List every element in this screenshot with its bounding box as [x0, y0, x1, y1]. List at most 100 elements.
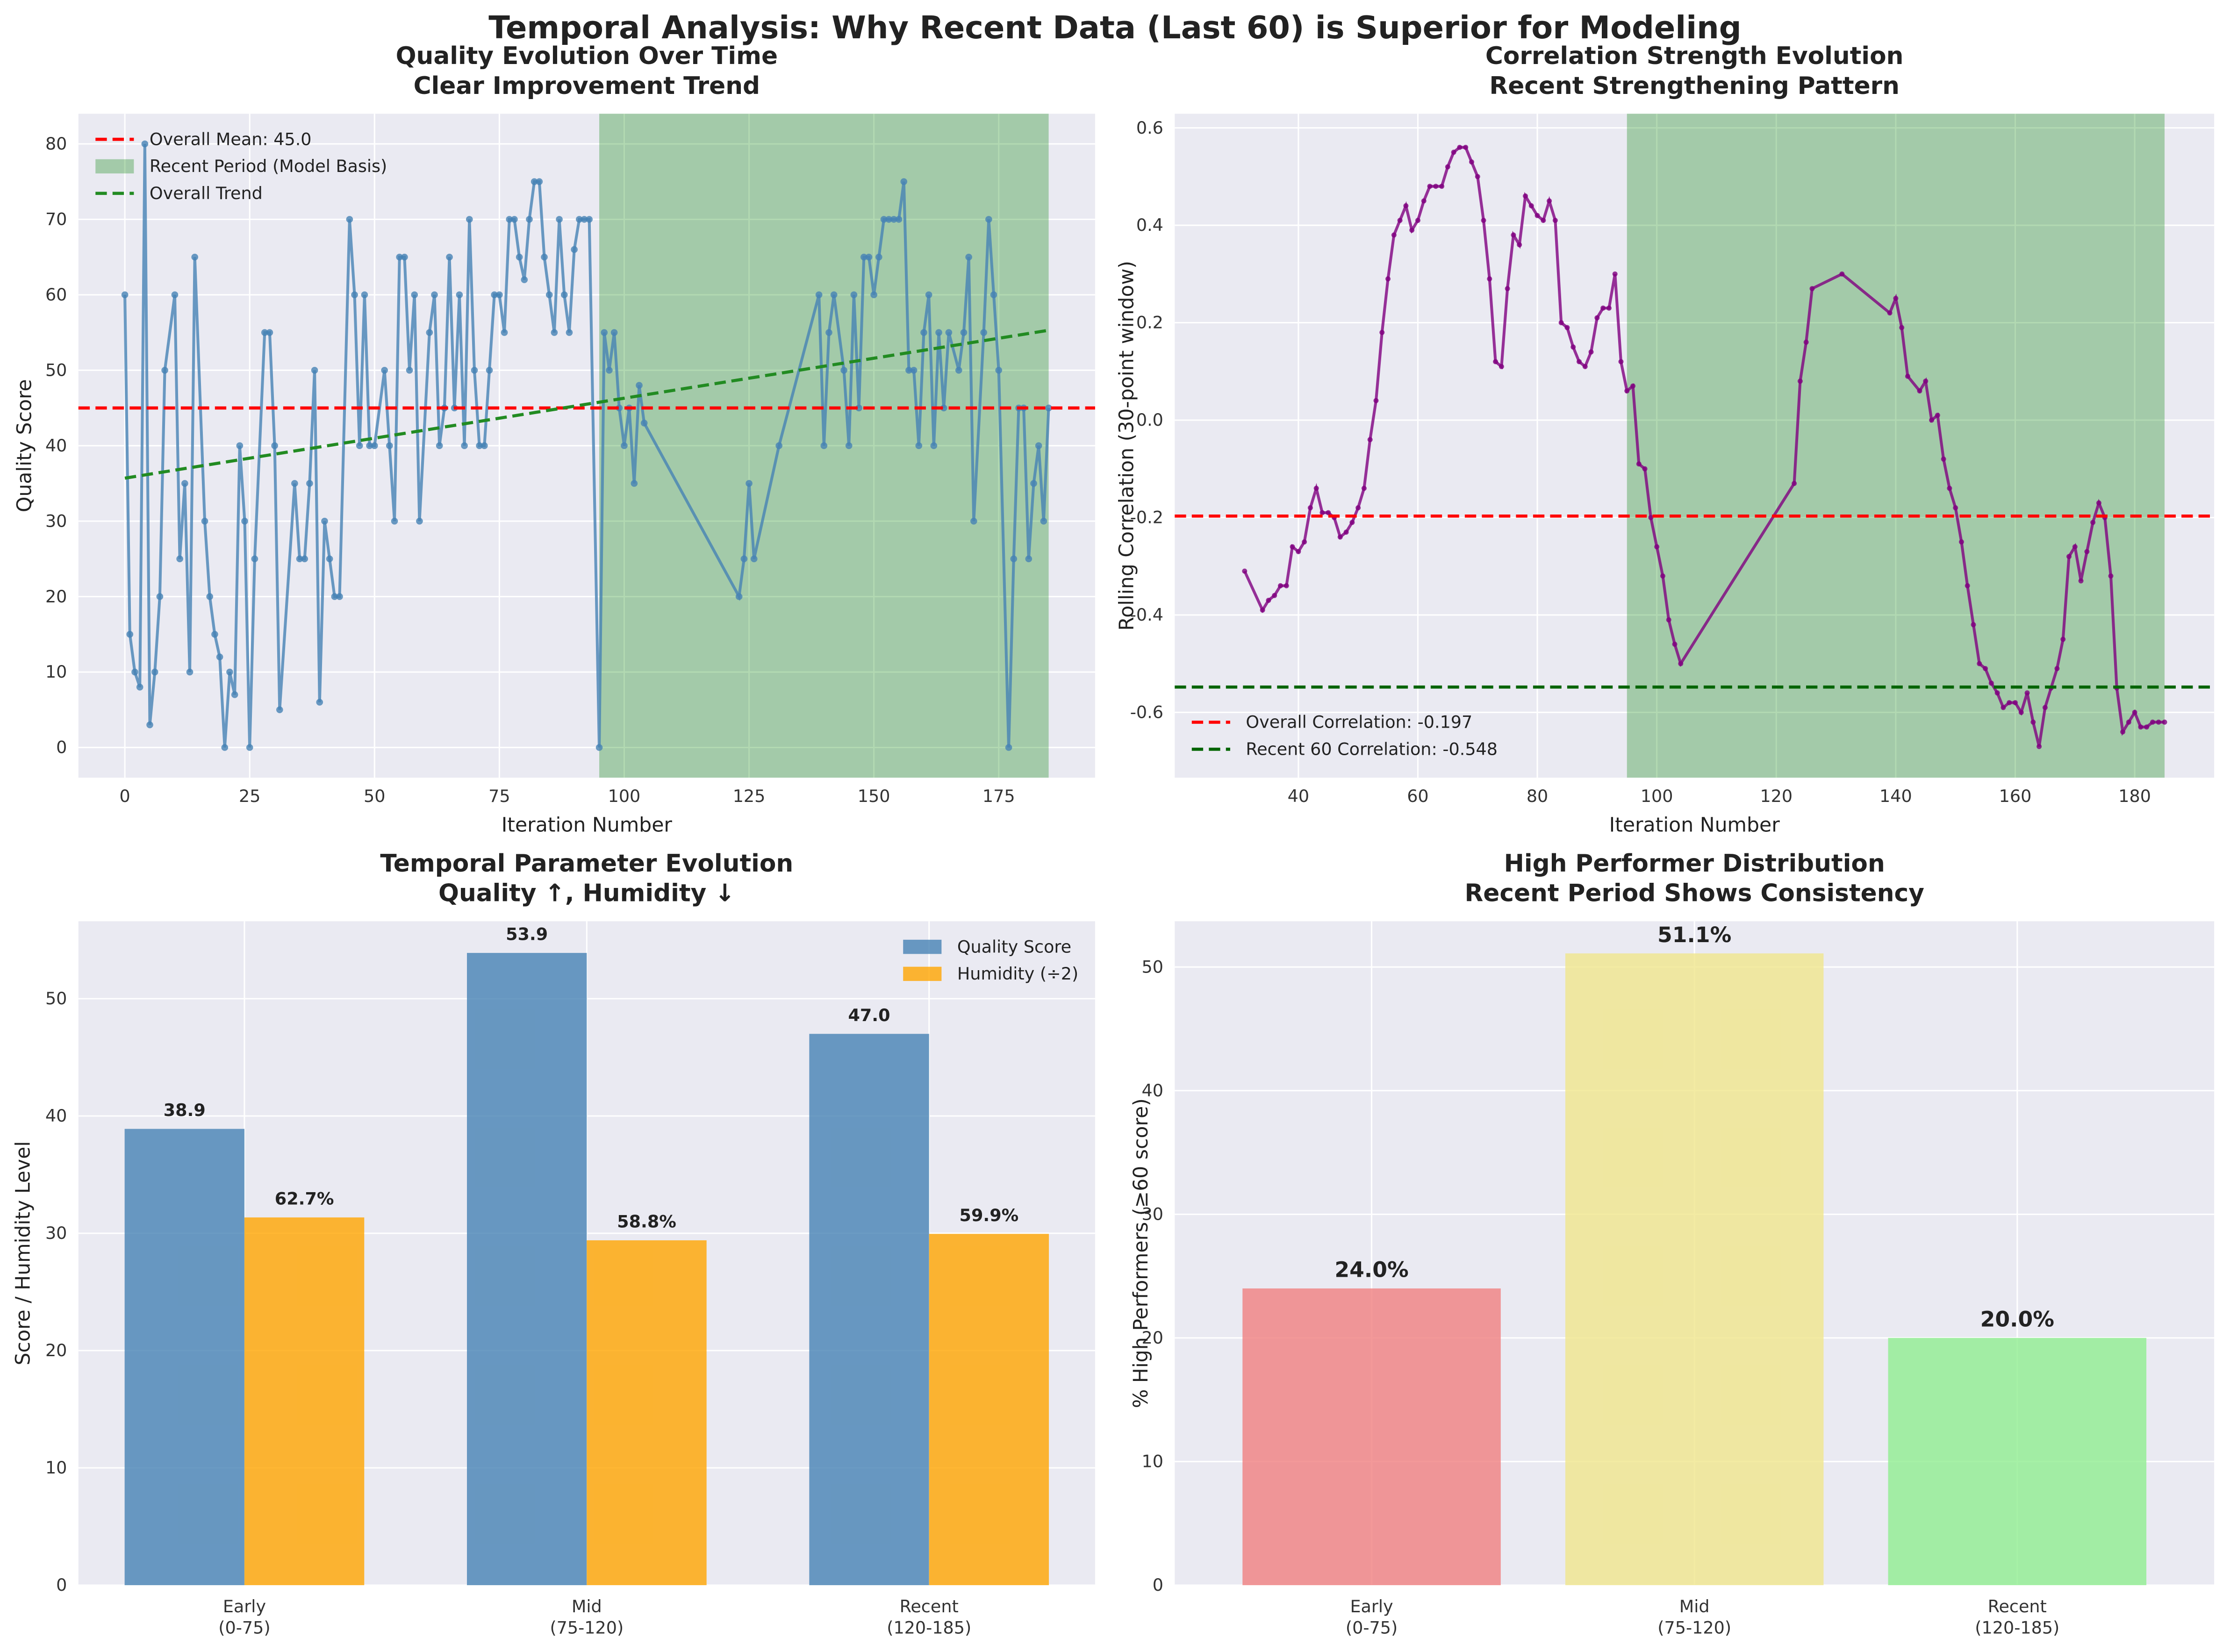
data-point	[830, 291, 838, 299]
data-point	[576, 216, 583, 223]
x-tick-label: Early (0-75)	[1346, 1596, 1398, 1638]
data-point	[2036, 744, 2042, 749]
data-point	[610, 329, 618, 336]
data-point	[206, 593, 214, 600]
bar	[809, 1034, 929, 1586]
data-point	[1899, 325, 1905, 330]
data-point	[1040, 517, 1047, 525]
data-point	[1570, 344, 1576, 350]
data-point	[1445, 164, 1450, 170]
data-point	[446, 253, 453, 261]
data-point	[1983, 666, 1988, 672]
data-point	[1564, 325, 1570, 330]
data-point	[581, 216, 588, 223]
panel-title: Correlation Strength Evolution Recent Str…	[1485, 42, 1904, 100]
data-point	[960, 329, 968, 336]
data-point	[1005, 744, 1012, 751]
data-point	[616, 404, 623, 412]
data-point	[551, 329, 558, 336]
data-point	[631, 480, 638, 487]
panel: 0 10 20 30 40 50 Early (0-75) Mid (75-120) Recent(…	[1129, 850, 2215, 1638]
data-point	[1403, 203, 1409, 208]
y-tick-label: 50	[45, 988, 67, 1008]
data-point	[1415, 218, 1420, 223]
data-point	[2013, 700, 2018, 706]
data-point	[1337, 534, 1343, 540]
y-axis-label: % High Performers (≥60 score)	[1129, 1098, 1153, 1408]
data-point	[276, 706, 283, 714]
data-point	[860, 253, 868, 261]
data-point	[1541, 218, 1546, 223]
y-tick-label: 0.2	[1136, 313, 1163, 333]
y-tick-label: -0.2	[1130, 508, 1163, 528]
legend-label: Humidity (÷2)	[957, 964, 1078, 984]
x-tick-label: Recent (120-185)	[887, 1596, 971, 1638]
highlight-span	[1627, 114, 2165, 778]
data-point	[231, 691, 238, 698]
data-point	[1929, 417, 1935, 423]
data-point	[995, 366, 1003, 374]
data-point	[371, 442, 378, 450]
data-point	[361, 291, 368, 299]
y-tick-label: 70	[45, 209, 67, 229]
data-point	[126, 631, 134, 638]
data-point	[545, 291, 553, 299]
x-tick-label: 150	[858, 786, 890, 806]
x-tick-label: 80	[1527, 786, 1548, 806]
bar	[1565, 953, 1824, 1586]
data-point	[2054, 666, 2060, 672]
data-point	[1457, 144, 1463, 150]
data-point	[221, 744, 229, 751]
data-point	[1355, 505, 1361, 511]
panel: -0.6 -0.4 -0.2 0.0 0.2 0.4 0.6 40 60 80 100 120 140 1…	[1115, 42, 2215, 837]
data-point	[2066, 554, 2072, 559]
data-point	[2090, 520, 2096, 525]
value-label: 62.7%	[275, 1189, 334, 1209]
data-point	[156, 593, 164, 600]
data-point	[1030, 480, 1037, 487]
data-point	[416, 517, 423, 525]
data-point	[1284, 583, 1289, 588]
value-label: 20.0%	[1980, 1307, 2054, 1332]
x-tick-label: Recent (120-185)	[1975, 1596, 2059, 1638]
data-point	[401, 253, 408, 261]
data-point	[900, 178, 908, 185]
data-point	[471, 366, 478, 374]
data-point	[1326, 510, 1331, 515]
data-point	[1439, 184, 1445, 189]
data-point	[1678, 661, 1684, 666]
data-point	[2078, 578, 2084, 584]
x-tick-label: 25	[239, 786, 260, 806]
data-point	[1600, 305, 1606, 311]
data-point	[775, 442, 782, 450]
x-tick-label: 0	[119, 786, 130, 806]
data-point	[870, 291, 877, 299]
panel: 0 10 20 30 40 50 60 70 80 0 25 50 75 100 125 150 175 Qual…	[13, 42, 1095, 837]
data-point	[1391, 232, 1397, 238]
data-point	[1905, 373, 1910, 379]
data-point	[1630, 383, 1636, 389]
data-point	[216, 653, 223, 661]
x-axis-label: Iteration Number	[1609, 814, 1780, 837]
data-point	[571, 246, 578, 253]
data-point	[366, 442, 373, 450]
x-tick-label: 40	[1288, 786, 1309, 806]
data-point	[1588, 349, 1594, 355]
legend-label: Overall Correlation: -0.197	[1246, 712, 1472, 732]
data-point	[246, 744, 253, 751]
value-label: 53.9	[506, 924, 548, 944]
data-point	[331, 593, 338, 600]
data-point	[496, 291, 503, 299]
data-point	[2018, 709, 2024, 715]
data-point	[2156, 719, 2161, 725]
data-point	[1672, 641, 1678, 647]
data-point	[1935, 413, 1940, 418]
bar	[929, 1234, 1049, 1586]
data-point	[1433, 184, 1439, 189]
data-point	[2150, 719, 2155, 725]
y-axis-label: Rolling Correlation (30-point window)	[1115, 261, 1138, 631]
data-point	[151, 668, 158, 676]
data-point	[456, 291, 463, 299]
y-axis-label: Quality Score	[13, 379, 36, 512]
data-point	[296, 555, 303, 563]
